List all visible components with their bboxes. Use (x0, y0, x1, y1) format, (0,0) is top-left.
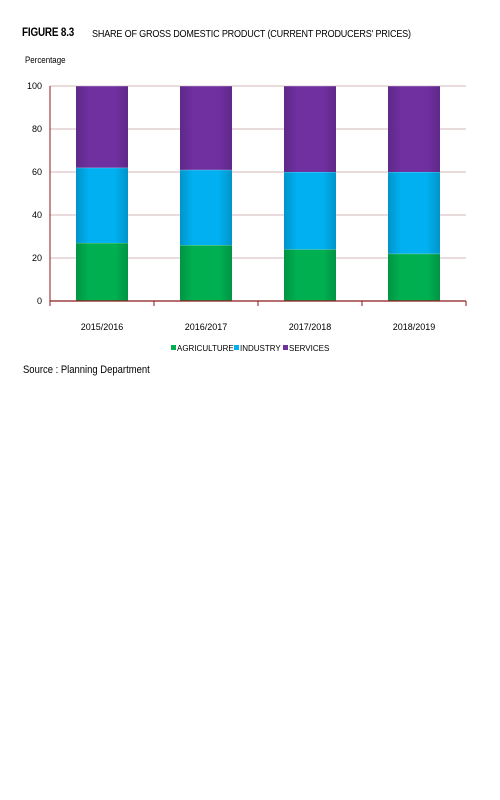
bar-segment-agriculture-shading (388, 253, 440, 301)
legend-swatch-agriculture (171, 345, 176, 350)
legend-swatch-industry (234, 345, 239, 350)
legend-swatch-services (283, 345, 288, 350)
figure-title: SHARE OF GROSS DOMESTIC PRODUCT (CURRENT… (92, 28, 411, 40)
y-tick-label: 40 (32, 210, 42, 220)
y-tick-label: 0 (37, 296, 42, 306)
y-tick-label: 60 (32, 167, 42, 177)
bar-segment-services-shading (76, 86, 128, 168)
legend-label-agriculture: AGRICULTURE (177, 344, 234, 353)
x-category-label: 2018/2019 (393, 322, 436, 332)
x-category-label: 2017/2018 (289, 322, 332, 332)
bar-segment-agriculture-shading (76, 242, 128, 301)
bars (76, 85, 440, 301)
y-axis-title: Percentage (25, 55, 66, 65)
legend-label-services: SERVICES (289, 344, 329, 353)
legend: AGRICULTURE INDUSTRY SERVICES (171, 344, 329, 353)
bar-segment-industry-shading (388, 172, 440, 254)
source-note: Source : Planning Department (23, 364, 150, 376)
y-tick-label: 20 (32, 253, 42, 263)
bar-segment-industry-shading (180, 169, 232, 246)
bar-segment-agriculture-shading (284, 249, 336, 301)
x-category-label: 2015/2016 (81, 322, 124, 332)
x-category-label: 2016/2017 (185, 322, 228, 332)
bar-segment-services-shading (284, 86, 336, 172)
y-tick-label: 80 (32, 124, 42, 134)
bar-segment-industry-shading (284, 172, 336, 250)
figure-label: FIGURE 8.3 (22, 27, 75, 39)
bar-segment-agriculture-shading (180, 245, 232, 301)
bar-segment-industry-shading (76, 167, 128, 243)
bar-segment-services-shading (388, 86, 440, 172)
bar-segment-services-shading (180, 86, 232, 170)
axes: 0 20 40 60 80 100 2015/2016 2016/2017 2017/2018 2… (27, 81, 467, 332)
y-tick-label: 100 (27, 81, 42, 91)
legend-label-industry: INDUSTRY (240, 344, 281, 353)
